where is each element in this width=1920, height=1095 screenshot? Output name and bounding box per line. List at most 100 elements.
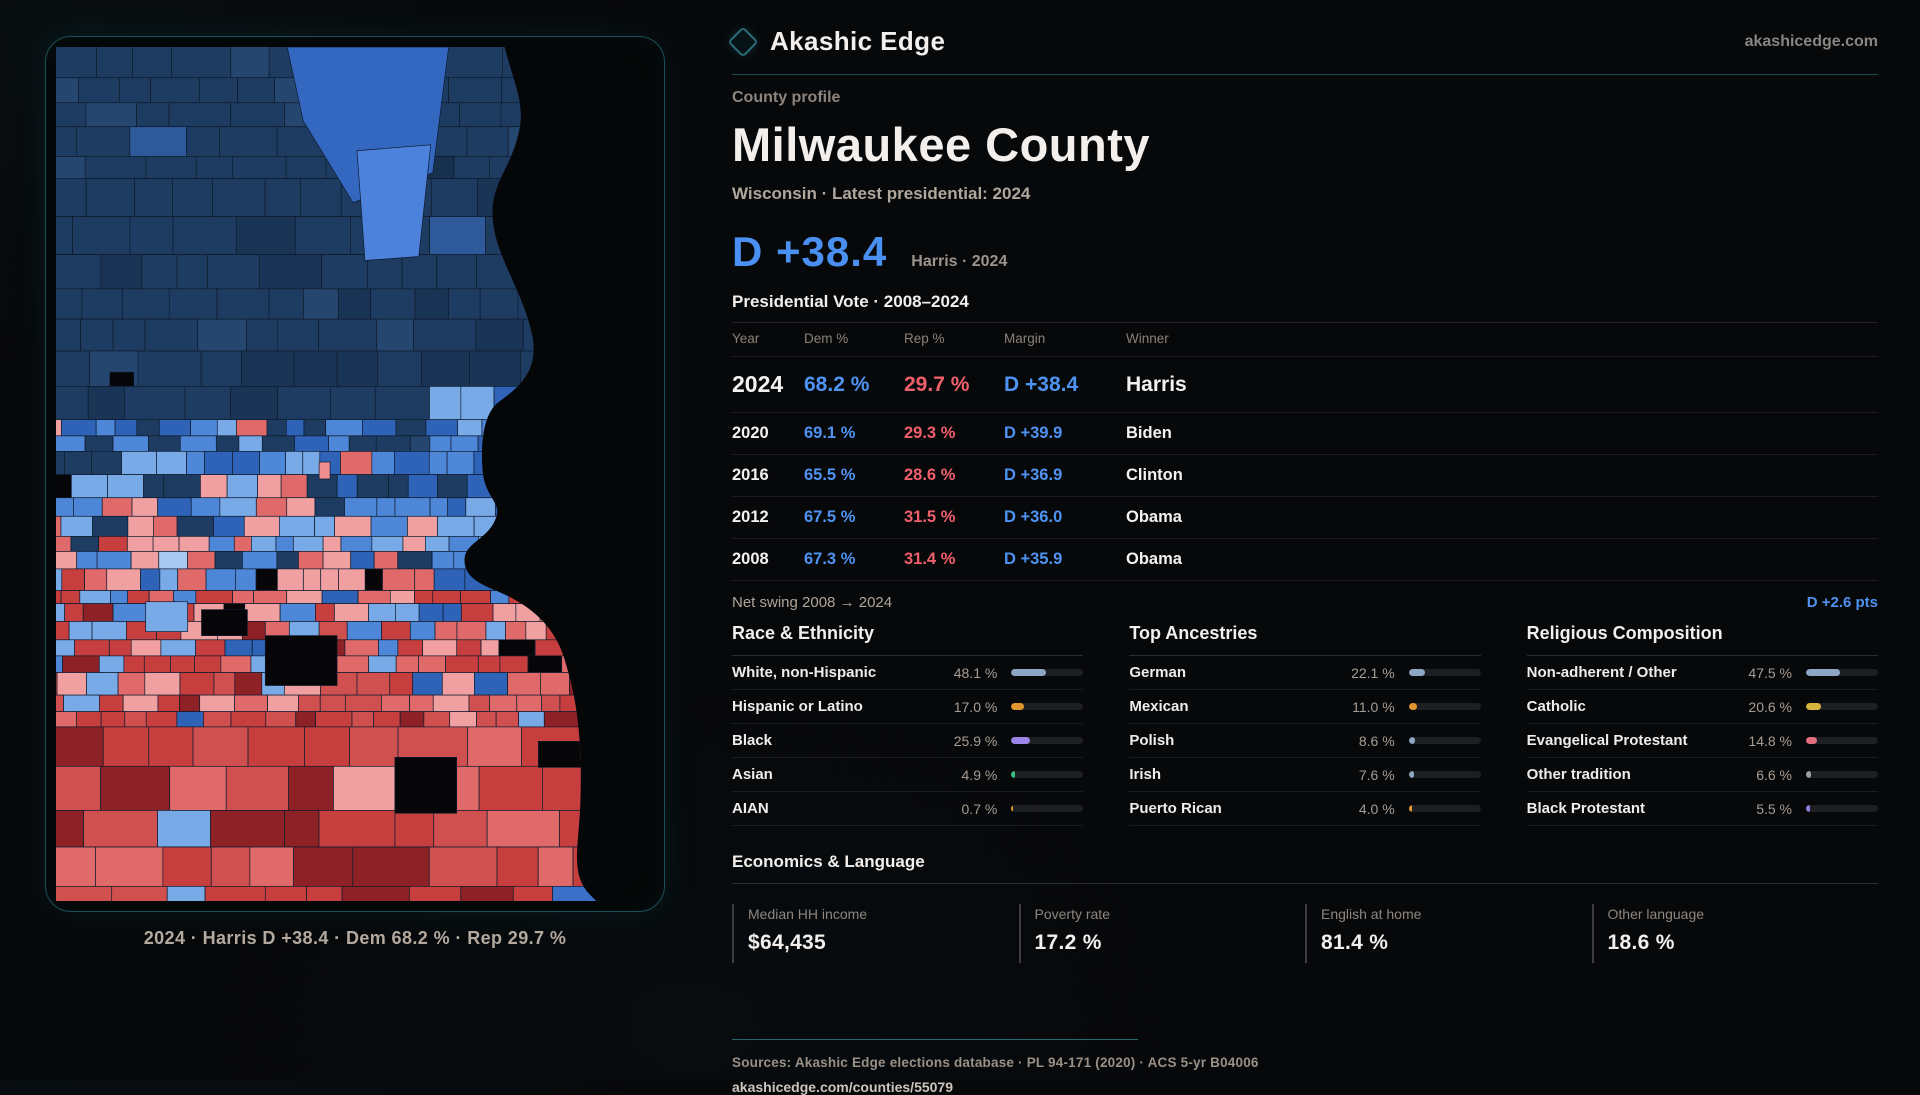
map-overlay-region — [356, 144, 432, 261]
demographic-bar-track — [1408, 805, 1481, 812]
net-swing-label: Net swing 2008 → 2024 — [732, 594, 893, 611]
column-header: Dem % — [804, 331, 849, 346]
demographic-label: Puerto Rican — [1129, 800, 1222, 817]
demographic-bar-track — [1408, 703, 1481, 710]
demographic-value: 17.0 % — [953, 698, 998, 715]
table-row: 2024 68.2 % 29.7 % D +38.4 Harris — [732, 357, 1878, 413]
column-header: Year — [732, 331, 760, 346]
demographic-row: German 22.1 % — [1129, 656, 1481, 690]
demographic-row: White, non-Hispanic 48.1 % — [732, 656, 1084, 690]
table-row: 2016 65.5 % 28.6 % D +36.9 Clinton — [732, 455, 1878, 497]
demographic-bar-fill — [1408, 805, 1412, 812]
demographic-heading: Race & Ethnicity — [732, 623, 1084, 656]
cell-dem-pct: 67.5 % — [804, 508, 856, 526]
demographic-bar-fill — [1011, 737, 1030, 744]
page-title: Milwaukee County — [732, 118, 1151, 171]
demographic-bar-track — [1806, 703, 1878, 710]
demographic-row: Black Protestant 5.5 % — [1526, 792, 1878, 826]
demographic-label: Black Protestant — [1526, 800, 1646, 817]
table-title: Presidential Vote · 2008–2024 — [732, 292, 969, 311]
economics-heading: Economics & Language — [732, 852, 1878, 884]
diamond-logo-icon — [727, 25, 759, 58]
stat-label: Median HH income — [748, 906, 868, 922]
cell-winner: Biden — [1126, 424, 1172, 442]
demographic-row: Asian 4.9 % — [732, 758, 1084, 792]
demographic-value: 0.7 % — [961, 800, 998, 817]
demographic-row: Polish 8.6 % — [1129, 724, 1481, 758]
demographic-row: Non-adherent / Other 47.5 % — [1526, 656, 1878, 690]
site-url[interactable]: akashicedge.com — [1744, 32, 1878, 50]
cell-year: 2024 — [732, 371, 784, 397]
demographic-bar-fill — [1408, 669, 1425, 676]
demographics-grid: Race & Ethnicity White, non-Hispanic 48.1 … — [732, 623, 1878, 826]
demographic-bar-fill — [1011, 669, 1046, 676]
demographic-bar-fill — [1806, 737, 1817, 744]
cell-margin: D +38.4 — [1004, 372, 1079, 396]
demographic-value: 8.6 % — [1358, 732, 1395, 749]
stat-label: Poverty rate — [1034, 906, 1110, 922]
footer: Sources: Akashic Edge elections database… — [732, 1039, 1878, 1095]
demographic-bar-track — [1408, 669, 1481, 676]
demographic-column: Race & Ethnicity White, non-Hispanic 48.1 … — [732, 623, 1084, 826]
demographic-value: 4.9 % — [961, 766, 998, 783]
header-divider — [732, 74, 1878, 75]
cell-year: 2008 — [732, 550, 769, 568]
demographic-value: 11.0 % — [1352, 698, 1395, 715]
demographic-value: 20.6 % — [1748, 698, 1792, 715]
demographic-row: Mexican 11.0 % — [1129, 690, 1481, 724]
table-row: 2008 67.3 % 31.4 % D +35.9 Obama — [732, 539, 1878, 581]
demographic-column: Top Ancestries German 22.1 % Mexican 11.0 % P… — [1129, 623, 1481, 826]
demographic-value: 4.0 % — [1358, 800, 1395, 817]
demographic-label: Polish — [1129, 732, 1175, 749]
precinct-map-card — [45, 36, 665, 912]
demographic-value: 48.1 % — [953, 664, 998, 681]
cell-margin: D +36.9 — [1004, 466, 1063, 484]
demographic-column: Religious Composition Non-adherent / Othe… — [1526, 623, 1878, 826]
map-column: 2024 · Harris D +38.4 · Dem 68.2 % · Rep… — [0, 0, 700, 1080]
headline-margin-row: D +38.4 Harris · 2024 — [732, 228, 1878, 276]
cell-dem-pct: 69.1 % — [804, 424, 856, 442]
demographic-label: Black — [732, 732, 773, 749]
cell-winner: Clinton — [1126, 466, 1183, 484]
cell-margin: D +36.0 — [1004, 508, 1063, 526]
headline-margin-value: D +38.4 — [732, 228, 888, 275]
demographic-label: Other tradition — [1526, 766, 1631, 783]
demographic-bar-track — [1011, 737, 1084, 744]
presidential-vote-table: Year Dem % Rep % Margin Winner 2024 68.2 % 29.7… — [732, 322, 1878, 581]
demographic-row: Puerto Rican 4.0 % — [1129, 792, 1481, 826]
cell-rep-pct: 29.3 % — [904, 424, 956, 442]
demographic-row: AIAN 0.7 % — [732, 792, 1084, 826]
demographic-label: Catholic — [1526, 698, 1586, 715]
stat-card: English at home 81.4 % — [1305, 904, 1576, 963]
kicker-label: County profile — [732, 89, 841, 106]
net-swing-row: Net swing 2008 → 2024 D +2.6 pts — [732, 581, 1878, 615]
demographic-label: Non-adherent / Other — [1526, 664, 1677, 681]
stat-value: 81.4 % — [1321, 931, 1389, 954]
demographic-bar-track — [1408, 771, 1481, 778]
cell-year: 2020 — [732, 424, 769, 442]
demographic-row: Hispanic or Latino 17.0 % — [732, 690, 1084, 724]
stat-label: Other language — [1607, 906, 1705, 922]
header: Akashic Edge akashicedge.com — [727, 25, 1878, 58]
map-overlay-region — [201, 609, 248, 636]
stat-value: 17.2 % — [1034, 931, 1102, 954]
demographic-value: 22.1 % — [1351, 664, 1395, 681]
demographic-bar-track — [1806, 805, 1878, 812]
headline-margin-note: Harris · 2024 — [911, 253, 1008, 270]
precinct-cells-group — [55, 46, 597, 902]
map-overlay-region — [318, 461, 331, 480]
demographic-bar-track — [1806, 737, 1878, 744]
demographic-label: White, non-Hispanic — [732, 664, 877, 681]
permalink[interactable]: akashicedge.com/counties/55079 — [732, 1079, 953, 1095]
cell-margin: D +35.9 — [1004, 550, 1063, 568]
table-header-row: Year Dem % Rep % Margin Winner — [732, 323, 1878, 357]
cell-winner: Obama — [1126, 550, 1182, 568]
page-subtitle: Wisconsin · Latest presidential: 2024 — [732, 184, 1031, 203]
demographic-value: 6.6 % — [1756, 766, 1792, 783]
demographic-row: Evangelical Protestant 14.8 % — [1526, 724, 1878, 758]
demographic-heading: Top Ancestries — [1129, 623, 1481, 656]
net-swing-value: D +2.6 pts — [1806, 594, 1878, 611]
stat-card: Poverty rate 17.2 % — [1018, 904, 1290, 963]
cell-year: 2016 — [732, 466, 769, 484]
column-header: Rep % — [904, 331, 945, 346]
